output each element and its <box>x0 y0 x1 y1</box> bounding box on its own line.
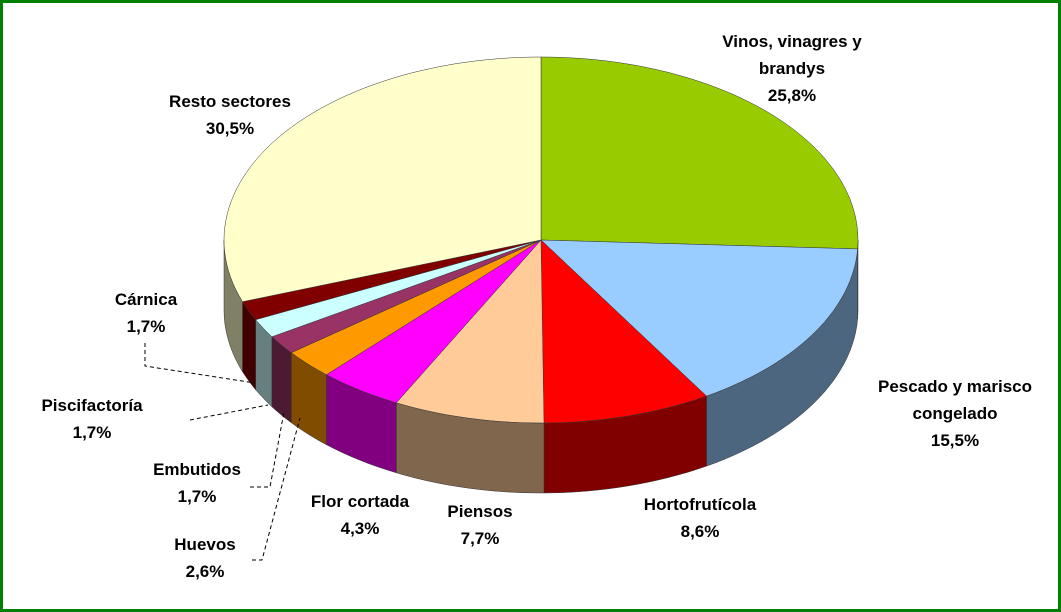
value-label: 1,7% <box>72 423 112 442</box>
category-label: Flor cortada <box>310 492 410 511</box>
leader-lines <box>144 343 301 561</box>
value-label: 7,7% <box>460 529 500 548</box>
category-label: Huevos <box>174 535 236 554</box>
category-label: Hortofrutícola <box>643 495 757 514</box>
slice-label: Resto sectores 30,5% <box>140 88 320 142</box>
category-label: Resto sectores <box>169 92 291 111</box>
slice-label: Cárnica 1,7% <box>86 286 206 340</box>
slice-label: Embutidos 1,7% <box>127 456 267 510</box>
slice-label: Huevos 2,6% <box>145 531 265 585</box>
category-label: Pescado y marisco congelado <box>877 377 1033 423</box>
slice <box>540 56 859 250</box>
value-label: 1,7% <box>126 317 166 336</box>
slice-label: Hortofrutícola 8,6% <box>600 491 800 545</box>
value-label: 2,6% <box>185 562 225 581</box>
category-label: Cárnica <box>114 290 178 309</box>
slice <box>325 239 542 404</box>
leader-line <box>189 404 269 421</box>
slice <box>290 239 542 375</box>
category-label: Embutidos <box>153 460 241 479</box>
leader-line <box>144 343 256 384</box>
slice-label: Pescado y marisco congelado 15,5% <box>840 373 1061 454</box>
slice-label: Vinos, vinagres y brandys 25,8% <box>692 28 892 109</box>
slice-label: Piscifactoría 1,7% <box>12 392 172 446</box>
category-label: Vinos, vinagres y brandys <box>722 32 862 78</box>
slice <box>540 239 858 397</box>
value-label: 1,7% <box>177 487 217 506</box>
leader-line <box>250 411 285 488</box>
value-label: 30,5% <box>205 119 255 138</box>
slice <box>395 239 545 424</box>
slice <box>223 56 542 302</box>
slice-label: Piensos 7,7% <box>420 498 540 552</box>
value-label: 8,6% <box>680 522 720 541</box>
slice <box>540 239 707 424</box>
value-label: 25,8% <box>767 86 817 105</box>
value-label: 15,5% <box>930 431 980 450</box>
value-label: 4,3% <box>340 519 380 538</box>
slice-label: Flor cortada 4,3% <box>290 488 430 542</box>
category-label: Piscifactoría <box>41 396 143 415</box>
category-label: Piensos <box>447 502 513 521</box>
leader-line <box>252 417 301 561</box>
